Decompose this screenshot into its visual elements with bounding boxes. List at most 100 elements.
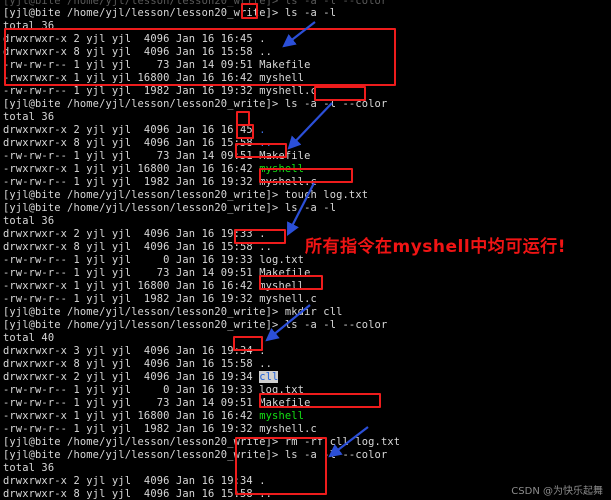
ls-entry-row: drwxrwxr-x 2 yjl yjl 4096 Jan 16 19:33 . (3, 229, 266, 240)
ls-entry-row: drwxrwxr-x 2 yjl yjl 4096 Jan 16 19:34 . (3, 476, 266, 487)
ls-entry-meta: drwxrwxr-x 2 yjl yjl 4096 Jan 16 16:45 (3, 33, 260, 45)
ls-entry-row: -rw-rw-r-- 1 yjl yjl 73 Jan 14 09:51 Mak… (3, 151, 310, 162)
ls-entry-filename: . (259, 33, 266, 45)
ls-entry-meta: drwxrwxr-x 2 yjl yjl 4096 Jan 16 16:45 (3, 124, 260, 136)
terminal-command-line[interactable]: [yjl@bite /home/yjl/lesson/lesson20_writ… (3, 99, 387, 110)
ls-total-line: total 36 (3, 215, 55, 227)
ls-entry-meta: -rw-rw-r-- 1 yjl yjl 1982 Jan 16 19:32 (3, 176, 260, 188)
ls-entry-meta: drwxrwxr-x 8 yjl yjl 4096 Jan 16 15:58 (3, 488, 260, 500)
ls-entry-filename: Makefile (259, 150, 311, 162)
ls-entry-filename: Makefile (259, 267, 311, 279)
ls-entry-meta: -rwxrwxr-x 1 yjl yjl 16800 Jan 16 16:42 (3, 72, 260, 84)
ls-entry-filename: myshell.c (259, 423, 317, 435)
ls-entry-filename: .. (259, 137, 273, 149)
ls-entry-filename: myshell.c (259, 85, 317, 97)
shell-prompt: [yjl@bite /home/yjl/lesson/lesson20_writ… (3, 189, 279, 201)
ls-entry-meta: -rw-rw-r-- 1 yjl yjl 1982 Jan 16 19:32 (3, 293, 260, 305)
terminal-command-line[interactable]: [yjl@bite /home/yjl/lesson/lesson20_writ… (3, 307, 343, 318)
ls-total-line: total 36 (3, 111, 55, 123)
terminal-command-line[interactable]: [yjl@bite /home/yjl/lesson/lesson20_writ… (3, 437, 400, 448)
ls-entry-row: -rw-rw-r-- 1 yjl yjl 73 Jan 14 09:51 Mak… (3, 398, 310, 409)
ls-entry-filename: . (259, 475, 266, 487)
shell-prompt: [yjl@bite /home/yjl/lesson/lesson20_writ… (3, 449, 279, 461)
ls-entry-meta: drwxrwxr-x 2 yjl yjl 4096 Jan 16 19:34 (3, 371, 260, 383)
ls-entry-row: drwxrwxr-x 2 yjl yjl 4096 Jan 16 19:34 c… (3, 371, 279, 383)
ls-entry-meta: drwxrwxr-x 2 yjl yjl 4096 Jan 16 19:34 (3, 475, 260, 487)
ls-entry-row: -rw-rw-r-- 1 yjl yjl 0 Jan 16 19:33 log.… (3, 385, 304, 396)
ls-entry-meta: -rwxrwxr-x 1 yjl yjl 16800 Jan 16 16:42 (3, 163, 260, 175)
ls-entry-row: -rw-rw-r-- 1 yjl yjl 1982 Jan 16 19:32 m… (3, 86, 317, 97)
shell-command: touch log.txt (278, 189, 369, 201)
ls-entry-row: -rw-rw-r-- 1 yjl yjl 73 Jan 14 09:51 Mak… (3, 268, 310, 279)
shell-prompt: [yjl@bite /home/yjl/lesson/lesson20_writ… (3, 436, 279, 448)
shell-command: ls -a -l (278, 7, 337, 19)
ls-entry-meta: drwxrwxr-x 8 yjl yjl 4096 Jan 16 15:58 (3, 241, 260, 253)
ls-entry-meta: drwxrwxr-x 3 yjl yjl 4096 Jan 16 19:34 (3, 345, 260, 357)
ls-entry-row: -rw-rw-r-- 1 yjl yjl 73 Jan 14 09:51 Mak… (3, 60, 310, 71)
csdn-watermark: CSDN @为快乐起舞 (511, 486, 603, 497)
terminal-command-line[interactable]: [yjl@bite /home/yjl/lesson/lesson20_writ… (3, 320, 387, 331)
ls-entry-row: -rw-rw-r-- 1 yjl yjl 1982 Jan 16 19:32 m… (3, 294, 317, 305)
ls-entry-filename: myshell (259, 410, 305, 422)
ls-entry-filename: cll (259, 371, 279, 383)
ls-entry-filename: .. (259, 46, 273, 58)
ls-entry-meta: drwxrwxr-x 8 yjl yjl 4096 Jan 16 15:58 (3, 358, 260, 370)
terminal-command-line[interactable]: [yjl@bite /home/yjl/lesson/lesson20_writ… (3, 203, 336, 214)
shell-prompt: [yjl@bite /home/yjl/lesson/lesson20_writ… (3, 98, 279, 110)
ls-entry-row: drwxrwxr-x 8 yjl yjl 4096 Jan 16 15:58 .… (3, 47, 272, 58)
shell-command: ls -a -l --color (278, 319, 388, 331)
ls-entry-row: -rw-rw-r-- 1 yjl yjl 1982 Jan 16 19:32 m… (3, 177, 317, 188)
ls-entry-meta: -rwxrwxr-x 1 yjl yjl 16800 Jan 16 16:42 (3, 410, 260, 422)
ls-entry-meta: -rw-rw-r-- 1 yjl yjl 0 Jan 16 19:33 (3, 254, 260, 266)
ls-entry-meta: -rw-rw-r-- 1 yjl yjl 0 Jan 16 19:33 (3, 384, 260, 396)
shell-prompt: [yjl@bite /home/yjl/lesson/lesson20_writ… (3, 319, 279, 331)
ls-entry-row: drwxrwxr-x 8 yjl yjl 4096 Jan 16 15:58 .… (3, 489, 272, 500)
ls-entry-filename: .. (259, 241, 273, 253)
ls-entry-row: -rw-rw-r-- 1 yjl yjl 0 Jan 16 19:33 log.… (3, 255, 304, 266)
ls-entry-row: drwxrwxr-x 8 yjl yjl 4096 Jan 16 15:58 .… (3, 242, 272, 253)
annotation-note: 所有指令在myshell中均可运行! (305, 237, 566, 257)
ls-entry-meta: -rw-rw-r-- 1 yjl yjl 73 Jan 14 09:51 (3, 59, 260, 71)
ls-entry-filename: myshell.c (259, 176, 317, 188)
ls-entry-row: -rwxrwxr-x 1 yjl yjl 16800 Jan 16 16:42 … (3, 164, 304, 175)
ls-entry-row: -rw-rw-r-- 1 yjl yjl 1982 Jan 16 19:32 m… (3, 424, 317, 435)
ls-entry-meta: -rw-rw-r-- 1 yjl yjl 1982 Jan 16 19:32 (3, 85, 260, 97)
shell-command: mkdir cll (278, 306, 343, 318)
ls-entry-filename: .. (259, 488, 273, 500)
terminal-command-line[interactable]: [yjl@bite /home/yjl/lesson/lesson20_writ… (3, 190, 368, 201)
ls-entry-row: drwxrwxr-x 3 yjl yjl 4096 Jan 16 19:34 . (3, 346, 266, 357)
shell-prompt: [yjl@bite /home/yjl/lesson/lesson20_writ… (3, 202, 279, 214)
ls-entry-row: drwxrwxr-x 8 yjl yjl 4096 Jan 16 15:58 .… (3, 138, 272, 149)
ls-entry-filename: log.txt (259, 384, 305, 396)
ls-entry-meta: -rw-rw-r-- 1 yjl yjl 73 Jan 14 09:51 (3, 150, 260, 162)
ls-entry-meta: -rw-rw-r-- 1 yjl yjl 73 Jan 14 09:51 (3, 397, 260, 409)
ls-entry-row: drwxrwxr-x 2 yjl yjl 4096 Jan 16 16:45 . (3, 34, 266, 45)
ls-entry-filename: myshell (259, 280, 305, 292)
ls-entry-row: drwxrwxr-x 2 yjl yjl 4096 Jan 16 16:45 . (3, 125, 266, 136)
ls-entry-meta: drwxrwxr-x 8 yjl yjl 4096 Jan 16 15:58 (3, 46, 260, 58)
ls-entry-filename: myshell (259, 72, 305, 84)
shell-command: ls -a -l (278, 202, 337, 214)
ls-entry-row: -rwxrwxr-x 1 yjl yjl 16800 Jan 16 16:42 … (3, 411, 304, 422)
ls-total-line: total 36 (3, 462, 55, 474)
ls-entry-filename: Makefile (259, 59, 311, 71)
ls-total-line: total 40 (3, 332, 55, 344)
shell-command: ls -a -l --color (278, 449, 388, 461)
ls-entry-filename: Makefile (259, 397, 311, 409)
ls-entry-meta: -rw-rw-r-- 1 yjl yjl 73 Jan 14 09:51 (3, 267, 260, 279)
shell-command: rm -rf cll log.txt (278, 436, 401, 448)
ls-entry-filename: . (259, 124, 266, 136)
shell-prompt: [yjl@bite /home/yjl/lesson/lesson20_writ… (3, 7, 279, 19)
terminal-command-line[interactable]: [yjl@bite /home/yjl/lesson/lesson20_writ… (3, 8, 336, 19)
ls-entry-meta: drwxrwxr-x 8 yjl yjl 4096 Jan 16 15:58 (3, 137, 260, 149)
ls-entry-meta: -rwxrwxr-x 1 yjl yjl 16800 Jan 16 16:42 (3, 280, 260, 292)
ls-entry-filename: .. (259, 358, 273, 370)
ls-entry-filename: log.txt (259, 254, 305, 266)
ls-entry-filename: . (259, 345, 266, 357)
ls-entry-filename: myshell.c (259, 293, 317, 305)
ls-entry-row: drwxrwxr-x 8 yjl yjl 4096 Jan 16 15:58 .… (3, 359, 272, 370)
terminal-command-line[interactable]: [yjl@bite /home/yjl/lesson/lesson20_writ… (3, 450, 387, 461)
ls-total-line: total 36 (3, 20, 55, 32)
ls-entry-filename: . (259, 228, 266, 240)
